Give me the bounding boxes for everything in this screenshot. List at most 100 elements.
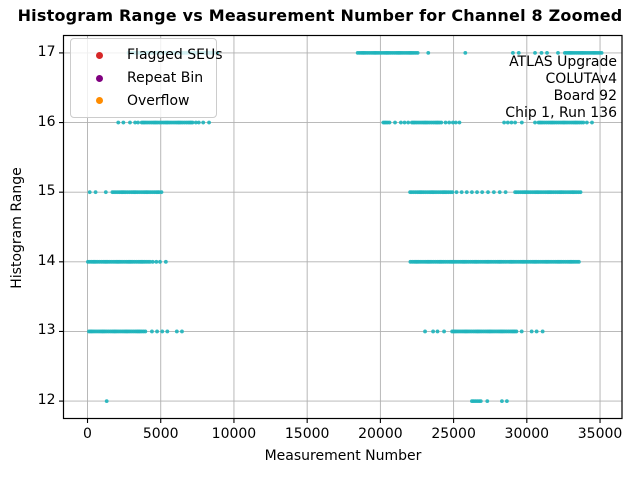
data-point	[453, 120, 458, 125]
data-point	[387, 120, 392, 125]
data-point	[121, 120, 126, 125]
data-point	[463, 51, 468, 55]
y-axis-label: Histogram Range	[9, 167, 25, 289]
data-point	[450, 190, 455, 195]
x-tick-label: 25000	[431, 425, 476, 442]
x-tick-label: 30000	[504, 425, 550, 442]
data-point	[519, 120, 524, 125]
data-point	[581, 120, 586, 125]
data-point	[158, 259, 162, 264]
y-tick-label: 15	[37, 183, 56, 200]
data-point	[486, 190, 490, 195]
data-point	[87, 190, 92, 195]
legend-item-repeat-bin: Repeat Bin	[83, 67, 208, 90]
data-point	[545, 51, 549, 55]
data-point	[180, 329, 184, 334]
data-point	[500, 399, 504, 403]
data-point	[590, 120, 594, 125]
x-tick-label: 20000	[358, 425, 403, 442]
data-point	[599, 51, 604, 55]
data-point	[196, 120, 201, 125]
data-point	[514, 329, 519, 334]
data-point	[443, 120, 448, 125]
chart-title: Histogram Range vs Measurement Number fo…	[17, 6, 623, 25]
data-point	[475, 190, 479, 195]
data-point	[464, 190, 469, 195]
legend-item-flagged-seus: Flagged SEUs	[83, 44, 223, 67]
data-point	[578, 190, 583, 195]
data-point	[584, 120, 589, 125]
data-point	[165, 329, 170, 334]
data-point	[116, 120, 121, 125]
x-axis-label: Measurement Number	[264, 448, 422, 464]
y-tick-label: 12	[37, 392, 56, 409]
y-tick-label: 17	[37, 43, 56, 60]
x-tick-label: 0	[83, 425, 92, 442]
data-point	[502, 120, 507, 125]
data-point	[423, 329, 427, 334]
data-point	[163, 259, 168, 264]
legend: Flagged SEUs Repeat Bin Overflow	[70, 38, 223, 118]
data-point	[174, 329, 179, 334]
data-point	[148, 259, 152, 264]
data-point	[529, 329, 534, 334]
data-point	[519, 329, 524, 334]
data-point	[143, 329, 148, 334]
data-point	[190, 120, 195, 125]
data-point	[480, 190, 485, 195]
data-point	[540, 329, 545, 334]
data-point	[534, 329, 539, 334]
data-point	[533, 51, 537, 55]
data-point	[133, 120, 138, 125]
y-tick-label: 13	[37, 322, 56, 339]
legend-label: Overflow	[127, 92, 190, 109]
data-point	[136, 120, 140, 125]
annotation-text: ATLAS Upgrade COLUTAv4 Board 92 Chip 1, …	[505, 54, 617, 122]
data-point	[516, 51, 521, 55]
data-point	[485, 399, 490, 403]
x-tick-label: 5000	[142, 425, 179, 442]
data-point	[457, 120, 462, 125]
y-tick-label: 16	[37, 113, 56, 130]
annotation-line: Board 92	[553, 88, 617, 104]
x-tick-label: 15000	[284, 425, 330, 442]
data-point	[104, 399, 109, 403]
flagged-seus-marker-icon	[96, 51, 103, 59]
data-point	[431, 329, 435, 334]
data-point	[511, 51, 515, 55]
data-point	[160, 329, 165, 334]
data-point	[509, 120, 514, 125]
data-point	[207, 120, 211, 125]
data-point	[556, 51, 560, 55]
legend-label: Flagged SEUs	[127, 47, 223, 64]
data-point	[459, 190, 464, 195]
data-point	[201, 120, 206, 125]
plot-border	[62, 34, 623, 420]
data-point	[470, 190, 474, 195]
data-point	[398, 120, 403, 125]
data-point	[435, 329, 440, 334]
data-point	[503, 190, 508, 195]
data-point	[426, 51, 431, 55]
data-point	[193, 120, 198, 125]
data-point	[128, 120, 132, 125]
y-tick-label: 14	[37, 252, 56, 269]
annotation-line: Chip 1, Run 136	[505, 105, 617, 121]
data-point	[150, 329, 154, 334]
legend-label: Repeat Bin	[127, 70, 204, 86]
data-point	[103, 190, 108, 195]
legend-item-overflow: Overflow	[83, 89, 208, 112]
data-point	[478, 399, 483, 403]
annotation-line: COLUTAv4	[545, 71, 617, 87]
data-point	[402, 120, 407, 125]
repeat-bin-marker-icon	[96, 74, 103, 82]
data-point	[442, 329, 446, 334]
data-point	[576, 259, 581, 264]
data-point	[513, 120, 518, 125]
data-point	[93, 190, 98, 195]
data-point	[533, 120, 537, 125]
data-point	[454, 190, 459, 195]
data-point	[393, 120, 397, 125]
